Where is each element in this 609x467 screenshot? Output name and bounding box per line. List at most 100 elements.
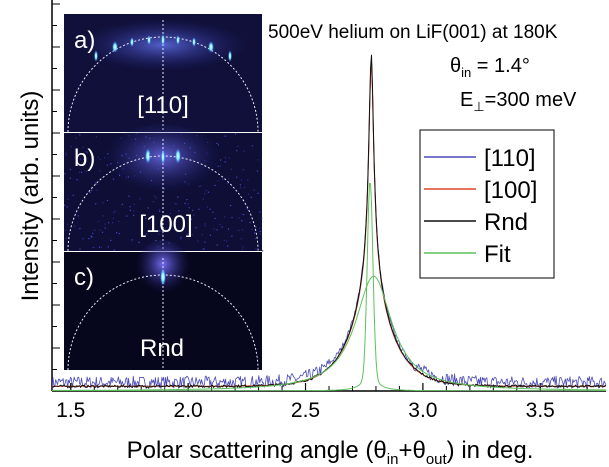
noise-speck: [209, 208, 211, 210]
noise-speck: [91, 189, 93, 191]
x-tick-label-1.5: 1.5: [56, 399, 85, 422]
noise-speck: [107, 153, 109, 155]
noise-speck: [216, 142, 218, 144]
inset-c-spots: [160, 268, 166, 286]
noise-speck: [117, 162, 119, 164]
noise-speck: [99, 229, 101, 231]
series-fit-component-2: [52, 275, 607, 391]
noise-speck: [189, 229, 191, 231]
diffraction-spot: [176, 35, 180, 45]
inset-a: a) [110]: [64, 14, 262, 133]
noise-speck: [259, 230, 261, 232]
noise-speck: [248, 193, 250, 195]
noise-speck: [191, 234, 193, 236]
inset-b: b) [100]: [64, 124, 264, 252]
noise-speck: [149, 137, 151, 139]
noise-speck: [221, 226, 223, 228]
noise-speck: [213, 228, 215, 230]
noise-speck: [97, 156, 99, 158]
noise-speck: [138, 241, 140, 243]
noise-speck: [180, 237, 182, 239]
noise-speck: [235, 133, 237, 135]
noise-speck: [237, 145, 239, 147]
noise-speck: [153, 195, 156, 197]
noise-speck: [133, 210, 135, 212]
noise-speck: [238, 217, 240, 219]
noise-speck: [68, 234, 70, 236]
noise-speck: [204, 242, 206, 244]
noise-speck: [202, 248, 204, 250]
noise-speck: [112, 222, 114, 224]
noise-speck: [188, 233, 190, 235]
x-tick-label-2.0: 2.0: [174, 399, 203, 422]
noise-speck: [149, 154, 151, 156]
noise-speck: [127, 176, 130, 178]
noise-speck: [257, 159, 259, 161]
noise-speck: [236, 150, 238, 152]
legend-label-110: [110]: [484, 145, 536, 172]
noise-speck: [100, 246, 102, 249]
inset-a-direction-label: [110]: [137, 92, 189, 119]
noise-speck: [106, 164, 108, 166]
noise-speck: [98, 246, 101, 248]
noise-speck: [198, 185, 200, 187]
legend-label-rnd: Rnd: [484, 209, 528, 236]
noise-speck: [261, 217, 263, 219]
noise-speck: [189, 147, 191, 149]
noise-speck: [94, 229, 96, 231]
noise-speck: [223, 239, 225, 241]
legend-label-100: [100]: [484, 177, 537, 204]
noise-speck: [250, 196, 252, 198]
noise-speck: [255, 226, 257, 228]
x-tick-label-3.5: 3.5: [526, 399, 555, 422]
noise-speck: [91, 236, 93, 238]
inset-c: c) Rnd: [64, 240, 262, 371]
x-tick-label-3.0: 3.0: [408, 399, 437, 422]
noise-speck: [228, 157, 230, 159]
noise-speck: [146, 233, 148, 235]
diffraction-spot: [175, 148, 181, 164]
noise-speck: [194, 151, 196, 154]
noise-speck: [146, 146, 148, 148]
noise-speck: [131, 239, 133, 241]
noise-speck: [74, 225, 76, 227]
noise-speck: [231, 235, 233, 237]
noise-speck: [238, 229, 240, 231]
noise-speck: [92, 232, 94, 234]
noise-speck: [106, 199, 109, 202]
noise-speck: [89, 191, 91, 194]
noise-speck: [92, 246, 94, 248]
noise-speck: [214, 217, 216, 220]
noise-speck: [241, 213, 243, 215]
noise-speck: [230, 204, 232, 207]
noise-speck: [93, 246, 95, 249]
noise-speck: [64, 173, 66, 175]
noise-speck: [180, 133, 183, 135]
noise-speck: [136, 133, 138, 135]
noise-speck: [224, 157, 226, 159]
diffraction-spot: [145, 148, 151, 164]
noise-speck: [69, 177, 71, 179]
diffraction-spot: [161, 34, 165, 46]
annotation-e-value: =300 meV: [485, 89, 577, 111]
noise-speck: [206, 206, 208, 208]
annotation-e-perp: E⊥=300 meV: [460, 89, 577, 114]
noise-speck: [69, 168, 72, 171]
noise-speck: [222, 178, 224, 180]
noise-speck: [175, 203, 177, 205]
noise-speck: [121, 203, 123, 205]
noise-speck: [118, 232, 120, 235]
noise-speck: [195, 227, 197, 229]
diffraction-spot: [112, 41, 118, 53]
noise-speck: [133, 203, 135, 205]
noise-speck: [249, 221, 251, 224]
noise-speck: [135, 138, 137, 140]
noise-speck: [187, 203, 189, 205]
noise-speck: [65, 237, 67, 239]
noise-speck: [139, 198, 141, 200]
noise-speck: [212, 211, 214, 213]
noise-speck: [193, 214, 195, 216]
noise-speck: [206, 152, 208, 154]
noise-speck: [86, 151, 88, 153]
noise-speck: [240, 238, 242, 240]
